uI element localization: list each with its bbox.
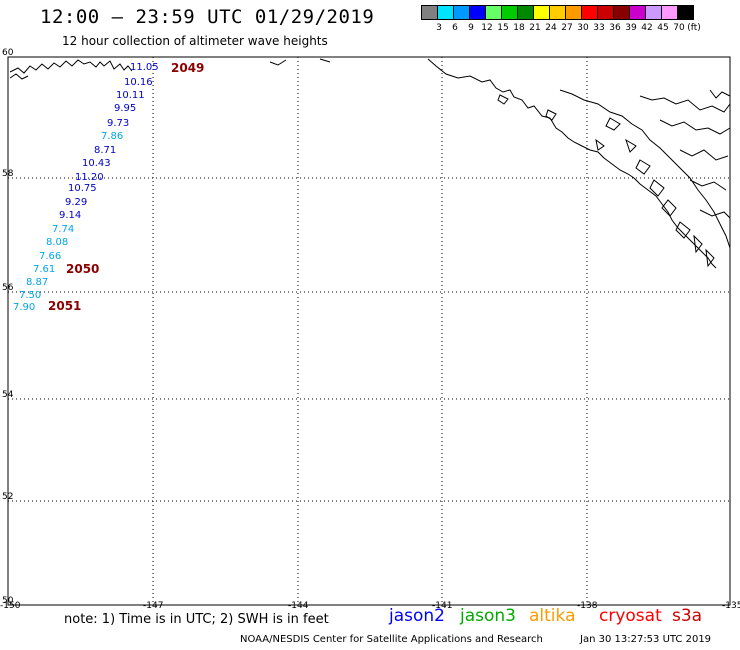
wave-height-legend: 3 6 9 12 15 18 21 24 27 30 33 36 39 42 45 70 (ft) xyxy=(421,5,701,33)
legend-swatch xyxy=(677,5,694,20)
longitude-label: -147 xyxy=(143,601,164,611)
legend-label: 9 xyxy=(468,23,474,33)
legend-label: 33 xyxy=(593,23,605,33)
legend-label: 24 xyxy=(545,23,557,33)
longitude-label: -144 xyxy=(288,601,309,611)
map-title: 12:00 – 23:59 UTC 01/29/2019 xyxy=(40,6,375,28)
swh-value: 7.66 xyxy=(39,251,62,262)
latitude-label: 54 xyxy=(2,390,14,400)
legend-label: 21 xyxy=(529,23,541,33)
longitude-label: -138 xyxy=(577,601,598,611)
coastline-gulf-alaska xyxy=(427,58,717,269)
legend-label: 30 xyxy=(577,23,589,33)
swh-value: 7.50 xyxy=(19,290,42,301)
latitude-label: 50 xyxy=(2,596,14,606)
graticule xyxy=(8,57,730,605)
credit-line: NOAA/NESDIS Center for Satellite Applica… xyxy=(240,634,543,645)
legend-label: 15 xyxy=(497,23,509,33)
swh-value: 9.95 xyxy=(114,103,137,114)
swh-value: 9.29 xyxy=(65,197,88,208)
legend-label: 12 xyxy=(481,23,493,33)
legend-swatches xyxy=(421,5,694,20)
swh-value: 8.71 xyxy=(94,145,117,156)
swh-value: 10.16 xyxy=(124,77,153,88)
legend-label: 42 xyxy=(641,23,653,33)
generation-timestamp: Jan 30 13:27:53 UTC 2019 xyxy=(580,634,712,645)
longitude-label: -135 xyxy=(722,601,740,611)
satellite-s3a: s3a xyxy=(672,606,703,626)
swh-value: 10.43 xyxy=(82,158,111,169)
swh-value: 7.90 xyxy=(13,302,36,313)
latitude-label: 60 xyxy=(2,48,14,58)
latitude-label: 52 xyxy=(2,492,14,502)
pass-number: 2049 xyxy=(171,61,205,75)
map-subtitle: 12 hour collection of altimeter wave hei… xyxy=(62,34,328,48)
swh-value: 8.08 xyxy=(46,237,69,248)
satellite-jason3: jason3 xyxy=(460,606,516,626)
satellite-jason2: jason2 xyxy=(389,606,445,626)
coastline-islands xyxy=(497,94,715,268)
legend-label: 18 xyxy=(513,23,525,33)
satellite-altika: altika xyxy=(529,606,576,626)
swh-value: 10.75 xyxy=(68,183,97,194)
coastline xyxy=(9,58,731,269)
swh-value: 11.20 xyxy=(75,172,104,183)
latitude-label: 58 xyxy=(2,169,14,179)
legend-label: 3 xyxy=(436,23,442,33)
latitude-label: 56 xyxy=(2,283,14,293)
legend-label: 36 xyxy=(609,23,621,33)
legend-label: 39 xyxy=(625,23,637,33)
swh-value: 8.87 xyxy=(26,277,49,288)
footer-note: note: 1) Time is in UTC; 2) SWH is in fe… xyxy=(64,612,329,627)
legend-label: 70 xyxy=(673,23,685,33)
coastline-mainland-inner xyxy=(559,89,731,249)
swh-value: 11.05 xyxy=(130,62,159,73)
satellite-cryosat: cryosat xyxy=(599,606,662,626)
longitude-label: -150 xyxy=(0,601,21,611)
swh-value: 7.86 xyxy=(101,131,124,142)
swh-value: 10.11 xyxy=(116,90,145,101)
legend-label: 45 xyxy=(657,23,669,33)
pass-number: 2051 xyxy=(48,299,82,313)
map-frame xyxy=(7,56,731,606)
swh-value: 7.74 xyxy=(52,224,75,235)
legend-label: 27 xyxy=(561,23,573,33)
swh-value: 9.73 xyxy=(107,118,130,129)
pass-number: 2050 xyxy=(66,262,100,276)
longitude-label: -141 xyxy=(432,601,453,611)
legend-label: 6 xyxy=(452,23,458,33)
swh-value: 7.61 xyxy=(33,264,56,275)
legend-unit: (ft) xyxy=(687,23,701,33)
swh-value: 9.14 xyxy=(59,210,82,221)
coastline-kenai xyxy=(9,58,331,80)
